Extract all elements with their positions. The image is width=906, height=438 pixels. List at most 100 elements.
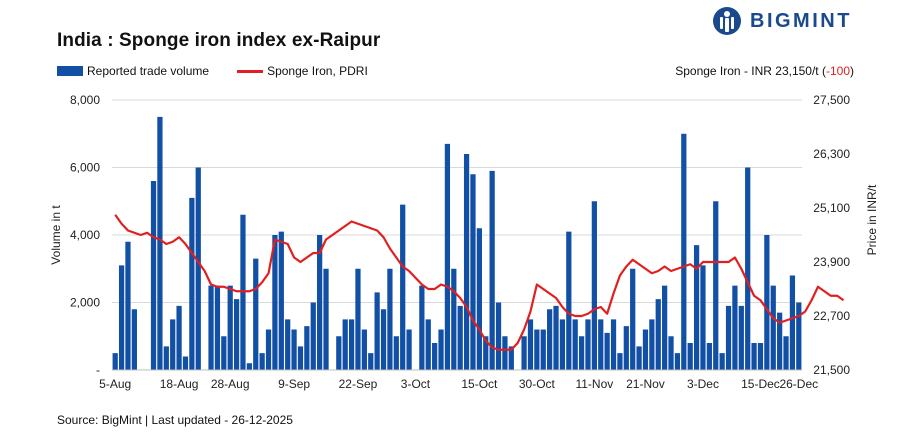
volume-bar[interactable] bbox=[770, 285, 776, 371]
volume-bar[interactable] bbox=[265, 329, 272, 371]
volume-bar[interactable] bbox=[540, 329, 546, 371]
legend-item-volume[interactable]: Reported trade volume bbox=[57, 64, 209, 78]
volume-bar[interactable] bbox=[687, 343, 693, 370]
volume-bar[interactable] bbox=[476, 228, 482, 370]
volume-bar[interactable] bbox=[610, 319, 617, 371]
volume-bar[interactable] bbox=[163, 346, 169, 371]
volume-bar[interactable] bbox=[655, 299, 661, 371]
volume-bar[interactable] bbox=[285, 319, 291, 371]
price-series-line[interactable] bbox=[114, 214, 845, 351]
volume-bar[interactable] bbox=[387, 268, 393, 370]
volume-bar[interactable] bbox=[406, 329, 412, 371]
volume-bar[interactable] bbox=[789, 275, 796, 371]
volume-bar[interactable] bbox=[508, 346, 514, 371]
volume-bar[interactable] bbox=[317, 235, 323, 370]
volume-bar[interactable] bbox=[674, 353, 681, 371]
volume-bar[interactable] bbox=[432, 343, 438, 370]
volume-bar[interactable] bbox=[502, 336, 508, 370]
volume-bar[interactable] bbox=[483, 336, 489, 370]
volume-bar[interactable] bbox=[457, 305, 463, 371]
volume-bar[interactable] bbox=[425, 319, 431, 371]
volume-bar[interactable] bbox=[649, 319, 655, 371]
volume-bar[interactable] bbox=[630, 268, 636, 370]
volume-bar[interactable] bbox=[438, 329, 444, 371]
volume-bar[interactable] bbox=[195, 167, 201, 371]
volume-bar[interactable] bbox=[745, 167, 751, 371]
volume-bar[interactable] bbox=[470, 174, 476, 370]
volume-bar[interactable] bbox=[706, 343, 712, 370]
volume-bar[interactable] bbox=[150, 181, 157, 370]
volume-bar[interactable] bbox=[777, 312, 783, 371]
volume-bar[interactable] bbox=[272, 235, 278, 370]
volume-bar[interactable] bbox=[157, 116, 163, 371]
volume-bar[interactable] bbox=[227, 285, 233, 371]
volume-bar[interactable] bbox=[662, 285, 668, 371]
volume-bar[interactable] bbox=[400, 204, 406, 371]
volume-bar[interactable] bbox=[521, 336, 527, 370]
volume-bar[interactable] bbox=[642, 329, 649, 371]
volume-bar[interactable] bbox=[221, 336, 227, 370]
volume-bar[interactable] bbox=[534, 329, 540, 371]
volume-bar[interactable] bbox=[585, 319, 591, 371]
volume-bar[interactable] bbox=[112, 353, 118, 371]
volume-bar[interactable] bbox=[764, 235, 770, 370]
volume-bar[interactable] bbox=[604, 332, 610, 371]
volume-bar[interactable] bbox=[374, 292, 380, 371]
volume-bar[interactable] bbox=[553, 305, 559, 371]
volume-bar[interactable] bbox=[732, 285, 738, 371]
volume-bar[interactable] bbox=[757, 343, 764, 370]
volume-bar[interactable] bbox=[559, 319, 566, 371]
volume-bar[interactable] bbox=[189, 197, 195, 371]
volume-bar[interactable] bbox=[451, 268, 457, 370]
volume-bar[interactable] bbox=[681, 133, 687, 370]
volume-bar[interactable] bbox=[527, 319, 534, 371]
volume-bar[interactable] bbox=[444, 143, 451, 371]
volume-bar[interactable] bbox=[572, 319, 578, 371]
legend-item-price[interactable]: Sponge Iron, PDRI bbox=[237, 64, 368, 78]
volume-bar[interactable] bbox=[259, 353, 265, 371]
volume-bar[interactable] bbox=[725, 305, 732, 371]
brand-logo[interactable]: BIGMINT bbox=[712, 6, 852, 36]
volume-bar[interactable] bbox=[796, 302, 802, 371]
volume-bar[interactable] bbox=[240, 214, 246, 370]
volume-bar[interactable] bbox=[738, 305, 744, 371]
volume-bar[interactable] bbox=[182, 356, 189, 371]
volume-bar[interactable] bbox=[368, 353, 374, 371]
volume-bar[interactable] bbox=[208, 285, 214, 371]
volume-bar[interactable] bbox=[233, 299, 240, 371]
volume-bar[interactable] bbox=[246, 363, 252, 370]
volume-bar[interactable] bbox=[131, 309, 137, 370]
volume-bar[interactable] bbox=[355, 268, 361, 370]
volume-bar[interactable] bbox=[342, 319, 348, 371]
volume-bar[interactable] bbox=[693, 245, 700, 371]
volume-bar[interactable] bbox=[566, 231, 572, 371]
volume-bar[interactable] bbox=[578, 336, 585, 370]
volume-bar[interactable] bbox=[118, 265, 125, 371]
volume-bar[interactable] bbox=[176, 305, 182, 371]
volume-bar[interactable] bbox=[623, 326, 629, 371]
volume-bar[interactable] bbox=[783, 336, 789, 370]
volume-bar[interactable] bbox=[419, 285, 425, 371]
volume-bar[interactable] bbox=[598, 319, 604, 371]
volume-bar[interactable] bbox=[393, 336, 399, 370]
volume-bar[interactable] bbox=[617, 353, 623, 371]
volume-bar[interactable] bbox=[489, 170, 495, 371]
volume-bar[interactable] bbox=[719, 353, 725, 371]
volume-bar[interactable] bbox=[361, 329, 367, 371]
volume-bar[interactable] bbox=[751, 343, 757, 370]
volume-bar[interactable] bbox=[253, 258, 259, 371]
volume-bar[interactable] bbox=[323, 268, 329, 370]
volume-bar[interactable] bbox=[348, 319, 355, 371]
volume-bar[interactable] bbox=[310, 302, 316, 371]
volume-bar[interactable] bbox=[463, 154, 470, 370]
volume-bar[interactable] bbox=[547, 309, 553, 370]
volume-bar[interactable] bbox=[336, 336, 342, 370]
volume-bar[interactable] bbox=[495, 302, 502, 371]
volume-bar[interactable] bbox=[297, 346, 304, 371]
volume-bar[interactable] bbox=[304, 326, 310, 371]
volume-bar[interactable] bbox=[380, 309, 387, 370]
volume-bar[interactable] bbox=[668, 336, 674, 370]
volume-bar[interactable] bbox=[214, 285, 221, 371]
volume-bar[interactable] bbox=[278, 231, 284, 371]
volume-bar[interactable] bbox=[713, 201, 719, 370]
